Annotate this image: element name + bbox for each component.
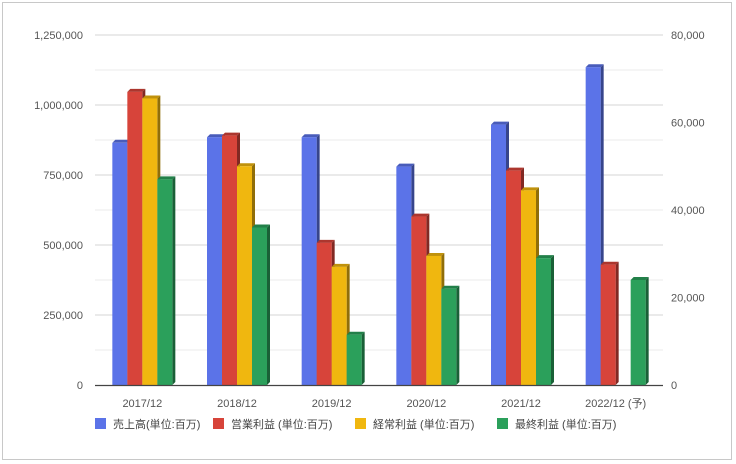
left-axis-ticks: 0 250,000 500,000 750,000 1,000,000 1,250,000: [34, 30, 83, 392]
bar-top: [142, 95, 161, 99]
right-axis-ticks: 0 20,000 40,000 60,000 80,000: [671, 30, 705, 392]
bar: [441, 285, 460, 385]
legend-item: 売上高(単位:百万): [95, 417, 200, 431]
bar-side: [645, 277, 649, 385]
bar-top: [396, 163, 415, 167]
left-axis-tick-label: 750,000: [43, 170, 83, 182]
bar-front: [237, 166, 252, 385]
bar: [252, 224, 270, 385]
legend-label: 最終利益 (単位:百万): [515, 417, 616, 431]
legend-label: 営業利益 (単位:百万): [231, 417, 332, 431]
bar: [536, 255, 554, 385]
chart-frame: 0 250,000 500,000 750,000 1,000,000 1,250,000…: [2, 2, 732, 460]
x-axis-tick-label: 2019/12: [312, 398, 352, 410]
right-axis-tick-label: 40,000: [671, 205, 705, 217]
legend: 売上高(単位:百万) 営業利益 (単位:百万) 経常利益 (単位:百万) 最終利益 (…: [95, 417, 616, 431]
bar-top: [585, 64, 604, 68]
x-axis-tick-label: 2022/12 (予): [585, 397, 646, 410]
legend-swatch: [95, 418, 106, 429]
bar-front: [331, 266, 347, 385]
x-axis-labels: 2017/12 2018/12 2019/12 2020/12 2021/12 2022/…: [122, 397, 646, 410]
bar-front: [491, 124, 506, 385]
bar-top: [441, 285, 460, 289]
bar-front: [301, 137, 317, 385]
bar-top: [157, 176, 176, 180]
bar-front: [426, 255, 442, 385]
bar-front: [142, 98, 158, 385]
legend-swatch: [213, 418, 224, 429]
bar-top: [346, 331, 365, 335]
legend-item: 経常利益 (単位:百万): [355, 417, 474, 431]
bar-front: [222, 135, 237, 385]
left-axis-tick-label: 500,000: [43, 240, 83, 252]
bar-top: [127, 88, 146, 92]
right-axis-tick-label: 20,000: [671, 293, 705, 305]
bar-top: [600, 261, 619, 265]
bar-top: [331, 263, 350, 267]
bar-top: [112, 139, 131, 143]
bar-side: [615, 261, 619, 385]
bar-front: [441, 288, 457, 385]
bar-front: [346, 334, 362, 385]
legend-item: 最終利益 (単位:百万): [497, 417, 616, 431]
bar-front: [157, 179, 173, 385]
bar-front: [127, 91, 143, 385]
legend-item: 営業利益 (単位:百万): [213, 417, 332, 431]
bar-top: [207, 134, 225, 138]
bar: [630, 277, 649, 385]
bar-side: [551, 255, 554, 385]
bar-top: [316, 239, 335, 243]
legend-swatch: [355, 418, 366, 429]
right-axis-tick-label: 0: [671, 380, 677, 392]
bar-front: [521, 190, 536, 385]
bar-front: [112, 142, 128, 385]
bar-side: [172, 176, 176, 385]
bar-top: [630, 277, 649, 280]
bar: [600, 261, 619, 385]
bar: [157, 176, 176, 385]
bar-front: [252, 227, 267, 385]
bar-top: [237, 163, 255, 167]
x-axis-tick-label: 2018/12: [217, 398, 257, 410]
bar-top: [521, 187, 539, 191]
bar-front: [536, 258, 551, 385]
x-axis-tick-label: 2020/12: [406, 398, 446, 410]
combo-bar-chart: 0 250,000 500,000 750,000 1,000,000 1,250,000…: [34, 30, 705, 431]
bars: [112, 64, 649, 385]
bar-top: [491, 121, 509, 125]
bar-front: [506, 170, 521, 385]
legend-label: 売上高(単位:百万): [113, 417, 200, 431]
bar-top: [506, 167, 524, 171]
bar-side: [361, 331, 365, 385]
bar-top: [426, 252, 445, 256]
right-axis-tick-label: 80,000: [671, 30, 705, 42]
bar-top: [252, 224, 270, 228]
bar-top: [411, 213, 430, 217]
left-axis-tick-label: 1,000,000: [34, 100, 83, 112]
bar-front: [630, 280, 646, 385]
left-axis-tick-label: 1,250,000: [34, 30, 83, 42]
bar: [346, 331, 365, 385]
bar-side: [267, 224, 270, 385]
left-axis-tick-label: 0: [77, 380, 83, 392]
legend-label: 経常利益 (単位:百万): [373, 417, 474, 431]
bar-front: [585, 67, 601, 385]
left-axis-tick-label: 250,000: [43, 310, 83, 322]
legend-swatch: [497, 418, 508, 429]
bar-front: [316, 242, 332, 385]
bar-side: [456, 285, 460, 385]
bar-front: [600, 264, 616, 385]
x-axis-tick-label: 2017/12: [122, 398, 162, 410]
bar-top: [222, 132, 240, 136]
right-axis-tick-label: 60,000: [671, 118, 705, 130]
bar-top: [301, 134, 320, 138]
bar-front: [396, 166, 412, 385]
gridlines: [95, 34, 663, 351]
bar-front: [207, 137, 222, 385]
x-axis-tick-label: 2021/12: [501, 398, 541, 410]
bar-front: [411, 216, 427, 385]
bar-top: [536, 255, 554, 259]
